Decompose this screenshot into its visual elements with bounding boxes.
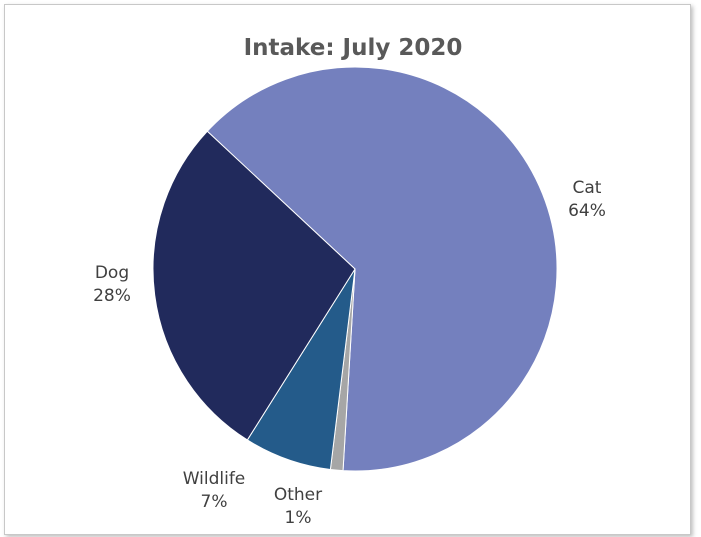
pie-slice-cat — [206, 66, 558, 472]
chart-title: Intake: July 2020 — [244, 35, 463, 61]
slice-percent-wildlife: 7% — [201, 492, 228, 512]
slice-labels: Cat 64% Other 1% Wildlife 7% Dog 28% — [93, 178, 606, 528]
slice-percent-dog: 28% — [93, 286, 131, 306]
slice-percent-other: 1% — [285, 508, 312, 528]
pie-slices — [152, 66, 558, 472]
slice-label-dog: Dog — [95, 263, 129, 283]
slice-label-cat: Cat — [573, 178, 602, 198]
pie-slice-dog — [152, 130, 356, 441]
slice-percent-cat: 64% — [568, 201, 606, 221]
slice-label-wildlife: Wildlife — [183, 469, 246, 489]
slice-label-other: Other — [274, 485, 322, 505]
